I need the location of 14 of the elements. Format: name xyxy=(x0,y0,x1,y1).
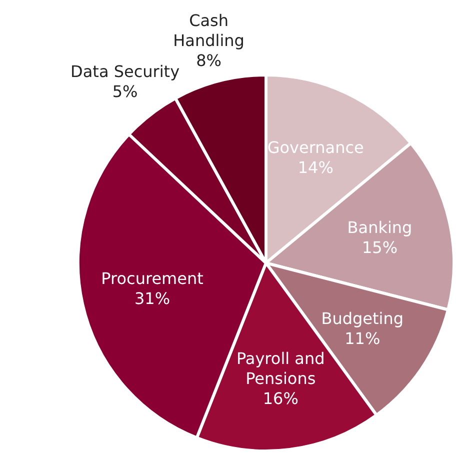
data-label: 5% xyxy=(112,82,138,101)
slice-label: Procurement xyxy=(101,269,204,288)
slice-label: Governance xyxy=(267,138,364,158)
data-label: 16% xyxy=(262,389,298,408)
slice-label: Banking xyxy=(347,218,412,238)
data-label: 31% xyxy=(134,289,170,308)
data-label: 15% xyxy=(362,238,398,258)
data-label: 11% xyxy=(344,329,380,348)
slice-label: Payroll and Pensions xyxy=(236,349,325,388)
slice-label: Data Security xyxy=(70,62,180,81)
slice-label: Cash Handling xyxy=(173,10,244,50)
data-label: 8% xyxy=(196,50,222,70)
slice-label: Budgeting xyxy=(321,309,404,328)
data-label: 14% xyxy=(298,158,334,178)
